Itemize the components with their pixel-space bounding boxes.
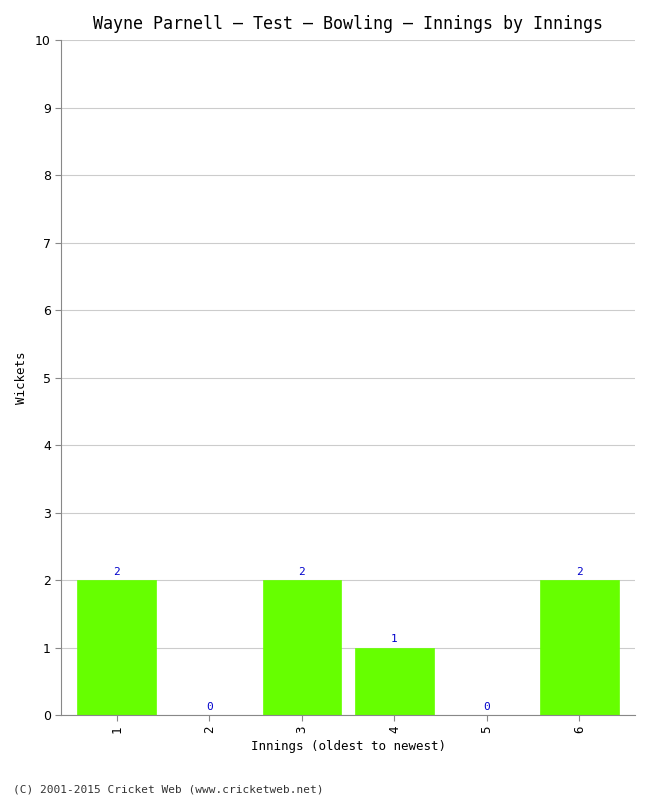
Text: 2: 2 (576, 566, 583, 577)
Text: (C) 2001-2015 Cricket Web (www.cricketweb.net): (C) 2001-2015 Cricket Web (www.cricketwe… (13, 784, 324, 794)
Bar (77, 580, 156, 715)
Text: 0: 0 (206, 702, 213, 712)
Text: 0: 0 (484, 702, 490, 712)
Text: 2: 2 (298, 566, 306, 577)
Text: 2: 2 (113, 566, 120, 577)
Bar (540, 580, 619, 715)
Y-axis label: Wickets: Wickets (15, 351, 28, 404)
Text: 1: 1 (391, 634, 398, 644)
Title: Wayne Parnell – Test – Bowling – Innings by Innings: Wayne Parnell – Test – Bowling – Innings… (93, 15, 603, 33)
Bar (263, 580, 341, 715)
X-axis label: Innings (oldest to newest): Innings (oldest to newest) (251, 740, 446, 753)
Bar (355, 648, 434, 715)
